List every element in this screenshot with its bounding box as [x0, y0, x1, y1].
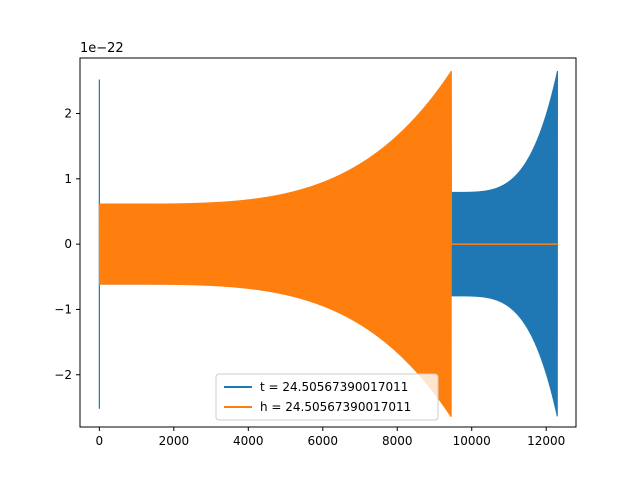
x-axis: 0 2000 4000 6000 8000 10000 12000: [96, 427, 565, 448]
legend-label: h = 24.50567390017011: [260, 400, 411, 414]
x-tick-label: 10000: [453, 434, 491, 448]
x-tick-label: 4000: [233, 434, 264, 448]
x-tick-label: 8000: [382, 434, 413, 448]
legend-box: [215, 373, 439, 421]
y-tick-label: −2: [54, 368, 72, 382]
series-layer: [98, 71, 558, 417]
x-tick-label: 12000: [527, 434, 565, 448]
x-tick-label: 0: [96, 434, 104, 448]
axes-frame: [79, 57, 577, 428]
y-tick-label: 1: [64, 172, 72, 186]
y-tick-label: 2: [64, 107, 72, 121]
y-tick-label: −1: [54, 302, 72, 316]
x-tick-label: 6000: [308, 434, 339, 448]
legend: t = 24.50567390017011 h = 24.505673900170…: [215, 373, 439, 421]
legend-label: t = 24.50567390017011: [260, 380, 408, 394]
y-tick-label: 0: [64, 237, 72, 251]
y-axis: −2 −1 0 1 2: [54, 107, 80, 382]
y-offset-label: 1e−22: [80, 41, 124, 56]
x-tick-label: 2000: [159, 434, 190, 448]
